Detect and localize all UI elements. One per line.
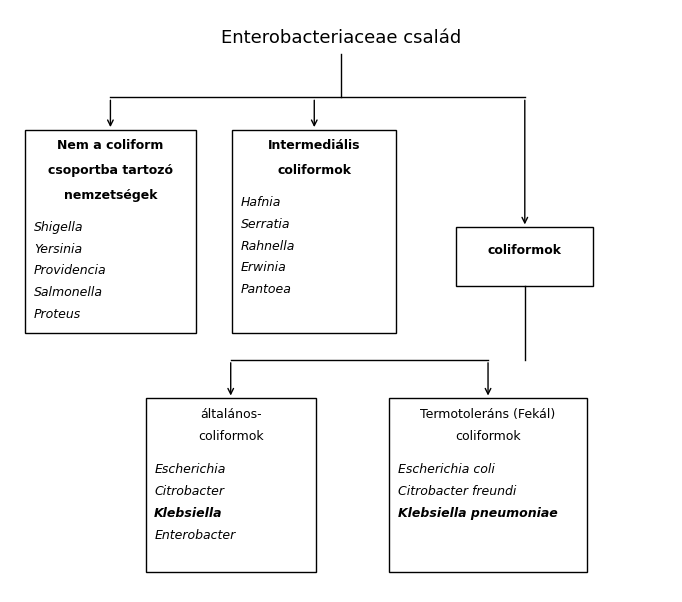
Bar	[233, 130, 396, 334]
Text: Klebsiella pneumoniae: Klebsiella pneumoniae	[398, 507, 558, 520]
Text: Escherichia: Escherichia	[154, 464, 226, 476]
Text: Shigella: Shigella	[34, 221, 83, 234]
Text: általános-: általános-	[200, 408, 261, 421]
Text: coliformok: coliformok	[198, 430, 263, 443]
Text: Termotoleráns (Fekál): Termotoleráns (Fekál)	[420, 408, 556, 421]
Text: Hafnia: Hafnia	[241, 196, 282, 209]
Text: Escherichia coli: Escherichia coli	[398, 464, 495, 476]
Text: coliformok: coliformok	[488, 244, 562, 257]
Text: Pantoea: Pantoea	[241, 284, 292, 296]
Bar	[25, 130, 196, 334]
Bar	[389, 399, 587, 573]
Text: Serratia: Serratia	[241, 218, 291, 231]
Text: Salmonella: Salmonella	[34, 287, 103, 299]
Text: Nem a coliform: Nem a coliform	[57, 139, 164, 152]
Text: Erwinia: Erwinia	[241, 261, 287, 275]
Text: Klebsiella: Klebsiella	[154, 507, 223, 520]
Text: nemzetségek: nemzetségek	[63, 189, 157, 202]
Text: Citrobacter: Citrobacter	[154, 485, 224, 498]
Text: coliformok: coliformok	[455, 430, 521, 443]
Bar	[456, 227, 593, 286]
Text: Rahnella: Rahnella	[241, 240, 295, 253]
Text: csoportba tartozó: csoportba tartozó	[48, 164, 173, 177]
Text: coliformok: coliformok	[278, 164, 351, 177]
Text: Intermediális: Intermediális	[268, 139, 361, 152]
Text: Enterobacter: Enterobacter	[154, 529, 235, 542]
Text: Enterobacteriaceae család: Enterobacteriaceae család	[221, 29, 461, 48]
Text: Proteus: Proteus	[34, 308, 81, 321]
Bar	[145, 399, 316, 573]
Text: Providencia: Providencia	[34, 264, 106, 278]
Text: Yersinia: Yersinia	[34, 243, 82, 256]
Text: Citrobacter freundi: Citrobacter freundi	[398, 485, 516, 498]
